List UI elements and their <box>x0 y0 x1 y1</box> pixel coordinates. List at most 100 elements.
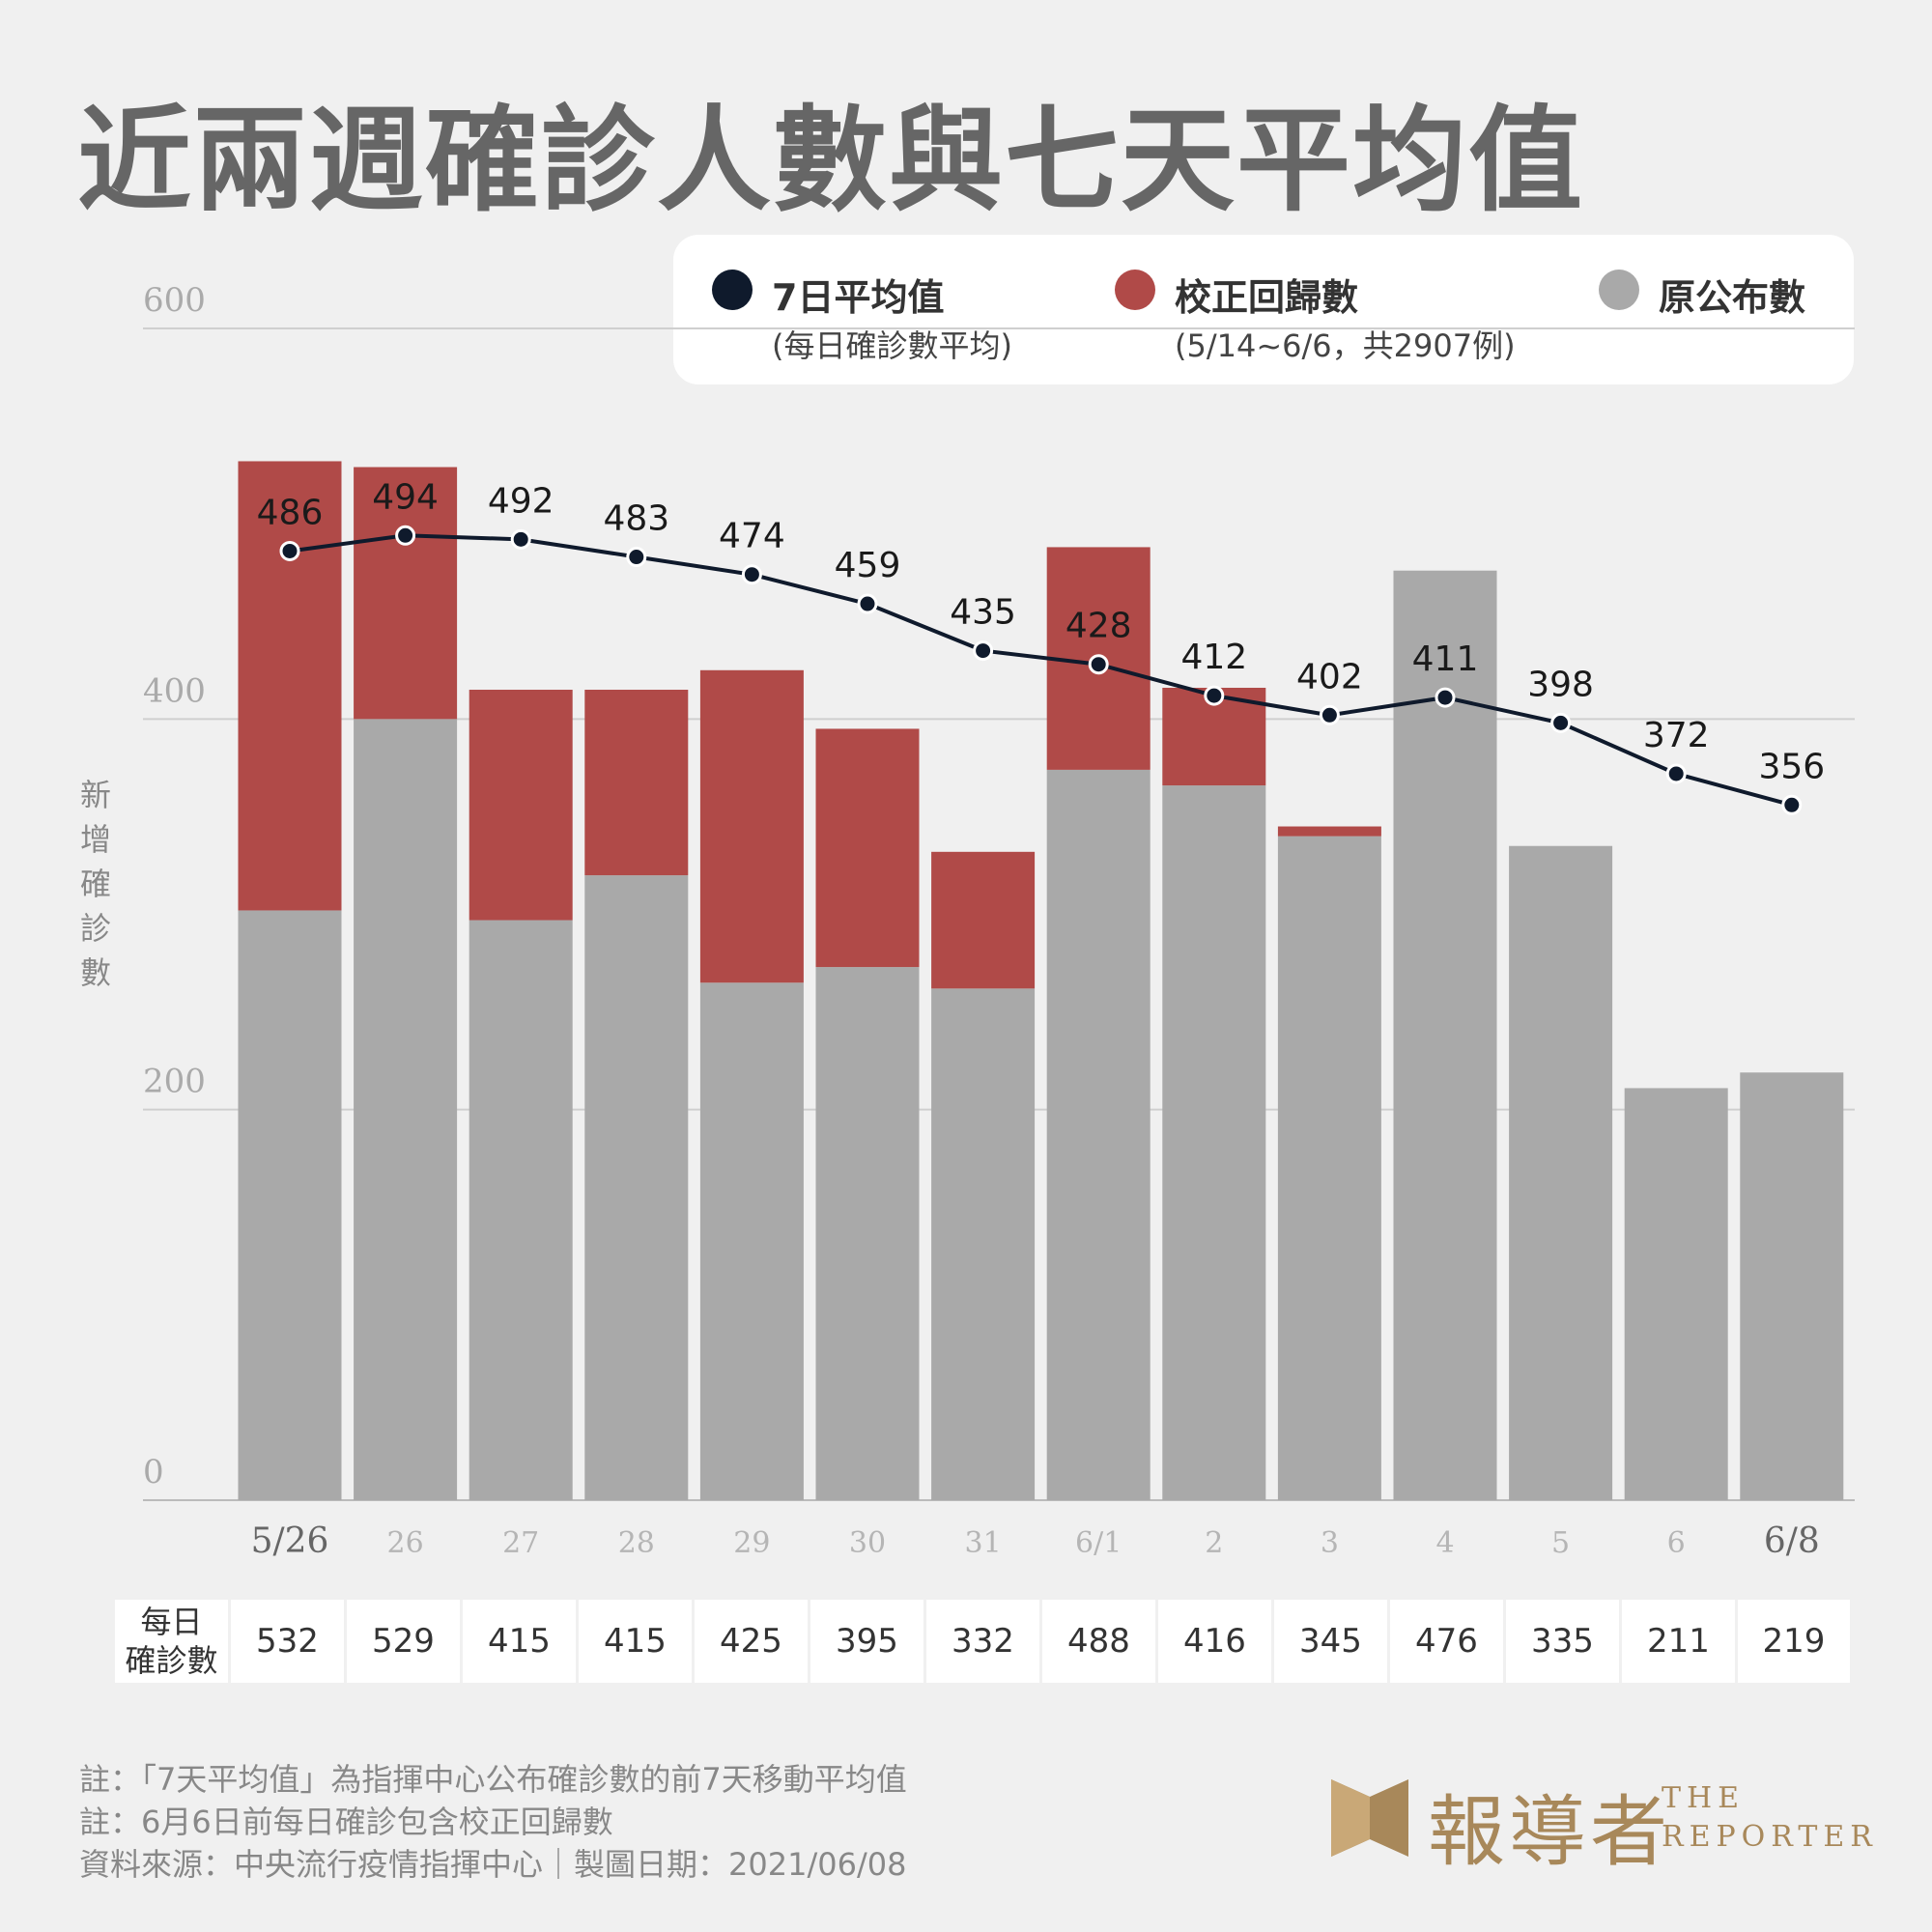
x-tick-label: 26 <box>387 1526 424 1560</box>
avg-point <box>1550 712 1572 733</box>
table-cell: 488 <box>1042 1600 1155 1683</box>
bar-original <box>238 910 342 1500</box>
bar-original <box>354 719 458 1500</box>
avg-data-label: 435 <box>950 593 1016 633</box>
bar-corrected <box>699 669 804 983</box>
bar-original <box>699 982 804 1500</box>
bar-corrected <box>584 690 689 876</box>
table-cell: 416 <box>1158 1600 1271 1683</box>
x-tick-label: 4 <box>1435 1526 1454 1560</box>
legend-avg-sublabel: (每日確診數平均) <box>772 327 1012 364</box>
logo-english-1: THE <box>1662 1781 1746 1815</box>
legend-corrected-sublabel: (5/14~6/6，共2907例) <box>1175 327 1516 364</box>
x-tick-label: 5/26 <box>251 1521 329 1561</box>
daily-cases-table: 每日 確診數 532 529 415 415 425 395 332 488 416 345 476… <box>115 1600 1853 1683</box>
y-tick-label: 0 <box>143 1453 164 1492</box>
avg-data-label: 486 <box>257 493 324 532</box>
chart-title: 近兩週確診人數與七天平均值 <box>77 94 1585 227</box>
avg-data-label: 428 <box>1065 607 1132 646</box>
x-tick-label: 6/1 <box>1075 1526 1122 1560</box>
avg-data-label: 372 <box>1643 716 1710 755</box>
bar-original <box>584 875 689 1500</box>
legend-corrected-label: 校正回歸數 <box>1175 276 1359 319</box>
legend: 7日平均值 (每日確診數平均) 校正回歸數 (5/14~6/6，共2907例) … <box>673 235 1854 384</box>
table-cell: 425 <box>695 1600 808 1683</box>
avg-data-label: 398 <box>1527 665 1594 704</box>
legend-avg-marker <box>712 270 753 310</box>
table-cell: 476 <box>1390 1600 1503 1683</box>
x-tick-label: 31 <box>965 1526 1002 1560</box>
avg-data-label: 402 <box>1296 657 1363 696</box>
avg-point <box>1781 794 1803 815</box>
bar-corrected <box>1277 826 1381 837</box>
x-tick-label: 2 <box>1205 1526 1223 1560</box>
legend-original-marker <box>1599 270 1639 310</box>
avg-data-label: 412 <box>1180 638 1247 677</box>
avg-data-label: 356 <box>1758 747 1825 786</box>
x-tick-label: 3 <box>1321 1526 1339 1560</box>
table-header-line2: 確診數 <box>125 1642 218 1679</box>
avg-data-label: 492 <box>488 481 554 521</box>
x-tick-label: 30 <box>849 1526 886 1560</box>
table-header: 每日 確診數 <box>115 1600 228 1683</box>
legend-original-label: 原公布數 <box>1659 276 1806 319</box>
avg-point <box>510 528 531 550</box>
source-note: 資料來源：中央流行疫情指揮中心｜製圖日期：2021/06/08 <box>79 1846 907 1883</box>
x-tick-label: 29 <box>733 1526 770 1560</box>
table-cell: 415 <box>579 1600 692 1683</box>
avg-line <box>289 533 1793 808</box>
bar-original <box>1740 1072 1844 1500</box>
reporter-logo: 報導者 THE REPORTER <box>1331 1768 1872 1877</box>
table-cell: 415 <box>463 1600 576 1683</box>
note-2: 註：6月6日前每日確診包含校正回歸數 <box>79 1804 613 1840</box>
bar-original <box>1046 769 1151 1500</box>
logo-chinese: 報導者 <box>1428 1787 1671 1877</box>
logo-english-2: REPORTER <box>1662 1820 1878 1854</box>
bar-corrected <box>469 690 573 921</box>
bar-original <box>1277 836 1381 1500</box>
avg-point <box>973 640 994 662</box>
legend-corrected-marker <box>1115 270 1155 310</box>
bar-original <box>1624 1088 1728 1500</box>
bar-original <box>469 920 573 1500</box>
x-tick-label: 27 <box>502 1526 539 1560</box>
note-1: 註：「7天平均值」為指揮中心公布確診數的前7天移動平均值 <box>79 1761 907 1798</box>
legend-avg-label: 7日平均值 <box>772 276 945 319</box>
table-cell: 345 <box>1274 1600 1387 1683</box>
y-tick-label: 600 <box>143 281 206 320</box>
avg-point <box>857 593 878 614</box>
avg-point <box>395 525 416 546</box>
y-tick-label: 200 <box>143 1063 206 1101</box>
table-cell: 395 <box>810 1600 923 1683</box>
table-cell: 219 <box>1738 1600 1850 1683</box>
bar-original <box>1162 785 1266 1500</box>
notes: 註：「7天平均值」為指揮中心公布確診數的前7天移動平均值 註：6月6日前每日確診… <box>79 1758 907 1886</box>
table-cell: 335 <box>1506 1600 1619 1683</box>
table-header-line1: 每日 <box>140 1604 203 1640</box>
avg-point <box>741 564 762 585</box>
avg-point <box>1319 704 1340 725</box>
avg-data-label: 411 <box>1412 639 1479 679</box>
table-cell: 332 <box>926 1600 1039 1683</box>
bar-original <box>815 967 920 1500</box>
avg-point <box>1665 763 1687 784</box>
bar-corrected <box>238 461 342 911</box>
bar-original <box>1509 845 1613 1500</box>
avg-point <box>279 540 300 561</box>
bar-original <box>1393 570 1497 1500</box>
logo-mark-icon <box>1331 1779 1408 1857</box>
avg-point <box>1088 654 1109 675</box>
table-cell: 211 <box>1622 1600 1735 1683</box>
avg-point <box>1204 685 1225 706</box>
x-tick-label: 6 <box>1667 1526 1686 1560</box>
avg-data-label: 459 <box>835 546 901 585</box>
x-tick-label: 6/8 <box>1764 1521 1820 1561</box>
avg-data-label: 494 <box>372 477 439 517</box>
avg-point <box>1435 687 1456 708</box>
avg-data-label: 474 <box>719 517 785 556</box>
avg-point <box>626 547 647 568</box>
x-tick-label: 5 <box>1551 1526 1570 1560</box>
avg-data-label: 483 <box>603 499 669 539</box>
bar-original <box>931 988 1036 1500</box>
